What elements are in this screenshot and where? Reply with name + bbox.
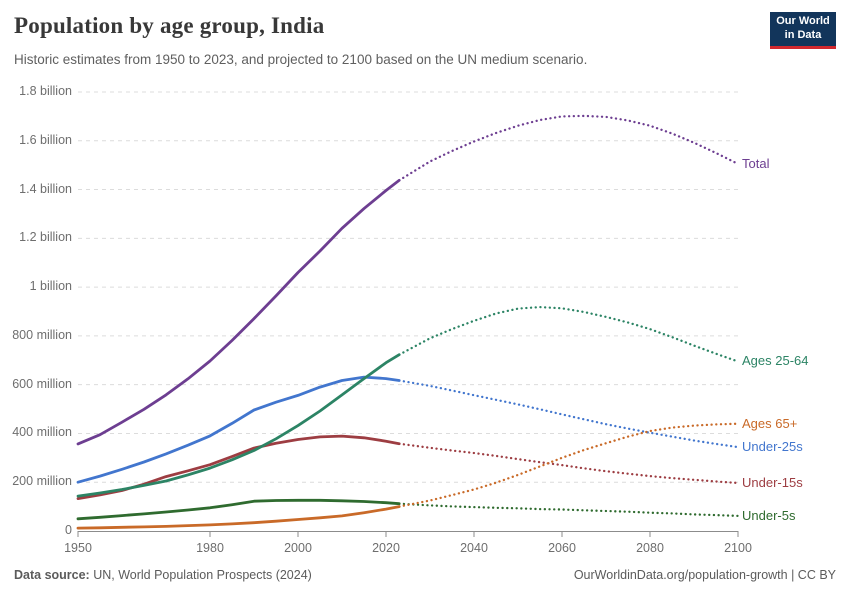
historic-segment <box>76 353 401 498</box>
x-tick-label: 2080 <box>636 541 664 555</box>
historic-segment <box>76 178 401 446</box>
series-label-under-5s: Under-5s <box>742 507 796 523</box>
y-tick-label: 400 million <box>12 425 72 440</box>
x-tick-label: 1980 <box>196 541 224 555</box>
citation-link[interactable]: OurWorldinData.org/population-growth | C… <box>573 568 836 582</box>
projection-segment <box>398 502 740 518</box>
series-line-under-15s <box>76 434 740 501</box>
historic-segment <box>76 498 401 521</box>
y-tick-label: 1 billion <box>29 279 72 294</box>
owid-logo-line2: in Data <box>784 29 822 41</box>
x-tick-label: 2020 <box>372 541 400 555</box>
y-tick-label: 200 million <box>12 474 72 489</box>
x-tick-label: 2040 <box>460 541 488 555</box>
x-tick-label: 2100 <box>724 541 752 555</box>
series-label-ages-25-64: Ages 25-64 <box>742 353 809 369</box>
y-tick-label: 600 million <box>12 376 72 391</box>
series-lines <box>76 114 740 530</box>
series-label-ages-65-: Ages 65+ <box>742 415 798 431</box>
y-gridlines <box>78 91 738 483</box>
y-tick-label: 1.6 billion <box>19 132 72 147</box>
x-tick-label: 1950 <box>64 541 92 555</box>
data-source-note: Data source: UN, World Population Prospe… <box>14 568 312 582</box>
y-tick-label: 1.4 billion <box>19 181 72 196</box>
y-tick-label: 800 million <box>12 327 72 342</box>
owid-logo[interactable]: Our World in Data <box>770 12 836 49</box>
data-source-value: UN, World Population Prospects (2024) <box>89 568 312 582</box>
series-label-total: Total <box>742 155 770 171</box>
y-tick-label: 1.2 billion <box>19 230 72 245</box>
x-axis <box>77 531 739 537</box>
owid-logo-line1: Our World <box>776 15 830 28</box>
data-source-label: Data source: <box>14 568 90 582</box>
historic-segment <box>76 505 401 530</box>
projection-segment <box>398 422 740 508</box>
projection-segment <box>398 442 740 485</box>
page-title: Population by age group, India <box>14 13 325 38</box>
historic-segment <box>76 375 401 484</box>
series-label-under-25s: Under-25s <box>742 439 803 455</box>
x-tick-label: 2000 <box>284 541 312 555</box>
projection-segment <box>398 114 740 182</box>
series-label-under-15s: Under-15s <box>742 474 803 490</box>
y-tick-label: 0 <box>65 523 72 537</box>
series-line-under-5s <box>76 498 740 521</box>
series-line-ages-25-64 <box>76 305 740 498</box>
y-tick-label: 1.8 billion <box>19 84 72 98</box>
series-line-total <box>76 114 740 446</box>
projection-segment <box>398 379 740 449</box>
x-tick-label: 2060 <box>548 541 576 555</box>
series-line-under-25s <box>76 375 740 484</box>
chart-subtitle: Historic estimates from 1950 to 2023, an… <box>14 52 588 67</box>
projection-segment <box>398 305 740 363</box>
series-line-ages-65- <box>76 422 740 530</box>
